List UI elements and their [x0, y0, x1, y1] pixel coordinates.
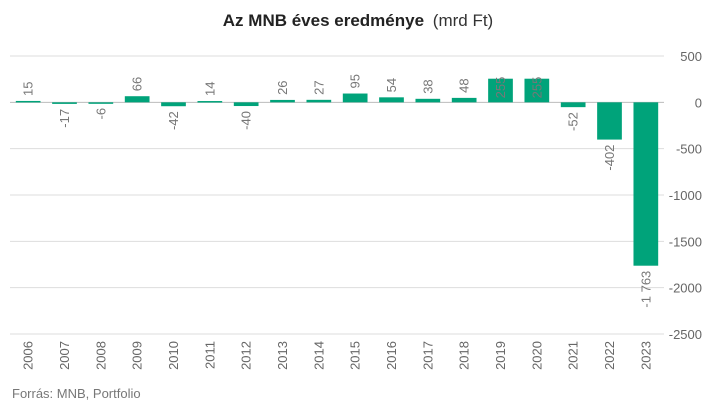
value-label: 255: [529, 77, 544, 99]
x-tick-label: 2016: [384, 341, 399, 370]
x-tick-label: 2017: [420, 341, 435, 370]
x-tick-label: 2019: [493, 341, 508, 370]
y-axis-ticks: 500 0 -500 -1000 -1500 -2000 -2500: [669, 49, 702, 342]
y-tick-label: 0: [695, 95, 702, 110]
value-label: -40: [239, 111, 254, 130]
x-tick-label: 2013: [275, 341, 290, 370]
value-label: 38: [420, 79, 435, 93]
bar: [415, 98, 441, 103]
value-labels: 15 -17 -6 66 -42 14 -40 26 27 95 54 38 48 255 255 -52 -4…: [21, 74, 654, 308]
bar: [306, 99, 332, 103]
y-tick-label: -1000: [669, 188, 702, 203]
x-tick-label: 2021: [566, 341, 581, 370]
bar: [451, 97, 477, 103]
value-label: -1 763: [638, 271, 653, 308]
x-tick-label: 2012: [239, 341, 254, 370]
bar: [524, 78, 550, 103]
y-tick-label: -500: [676, 142, 702, 157]
bar: [233, 102, 259, 107]
value-label: -17: [57, 109, 72, 128]
y-tick-label: -2000: [669, 281, 702, 296]
value-label: -52: [566, 112, 581, 131]
bar: [270, 99, 295, 103]
value-label: 255: [493, 77, 508, 99]
bar: [633, 102, 659, 266]
value-label: 54: [384, 78, 399, 92]
x-tick-label: 2009: [130, 341, 145, 370]
x-axis-ticks: 2006 2007 2008 2009 2010 2011 2012 2013 2014 2015…: [21, 341, 654, 370]
bar: [560, 102, 586, 108]
value-label: -402: [602, 145, 617, 171]
chart-title-main: Az MNB éves eredménye: [223, 11, 424, 30]
x-tick-label: 2022: [602, 341, 617, 370]
value-label: -6: [93, 108, 108, 120]
bar: [124, 96, 150, 103]
bar: [88, 102, 114, 104]
x-tick-label: 2008: [93, 341, 108, 370]
bar: [52, 102, 77, 104]
bar: [197, 101, 223, 103]
value-label: 15: [21, 81, 36, 95]
y-tick-label: 500: [680, 49, 702, 64]
y-tick-label: -1500: [669, 234, 702, 249]
bar: [379, 97, 404, 103]
bar: [15, 100, 41, 103]
bars: [15, 78, 659, 266]
x-tick-label: 2010: [166, 341, 181, 370]
x-tick-label: 2018: [457, 341, 472, 370]
bar: [597, 102, 622, 140]
value-label: 26: [275, 80, 290, 94]
value-label: 14: [202, 82, 217, 96]
bar: [161, 102, 186, 107]
x-tick-label: 2006: [21, 341, 36, 370]
x-tick-label: 2007: [57, 341, 72, 370]
value-label: -42: [166, 111, 181, 130]
bar: [342, 93, 368, 103]
value-label: 66: [130, 77, 145, 91]
bar: [488, 78, 513, 103]
y-tick-label: -2500: [669, 327, 702, 342]
x-tick-label: 2014: [311, 341, 326, 370]
x-tick-label: 2011: [202, 341, 217, 369]
value-label: 95: [348, 74, 363, 88]
x-tick-label: 2023: [638, 341, 653, 370]
grid-lines: [10, 55, 664, 335]
value-label: 48: [457, 78, 472, 92]
x-tick-label: 2015: [348, 341, 363, 370]
source-note: Forrás: MNB, Portfolio: [12, 386, 141, 401]
chart-title: Az MNB éves eredménye (mrd Ft): [223, 11, 493, 30]
x-tick-label: 2020: [529, 341, 544, 370]
value-label: 27: [311, 80, 326, 94]
chart-title-unit: (mrd Ft): [433, 11, 493, 30]
